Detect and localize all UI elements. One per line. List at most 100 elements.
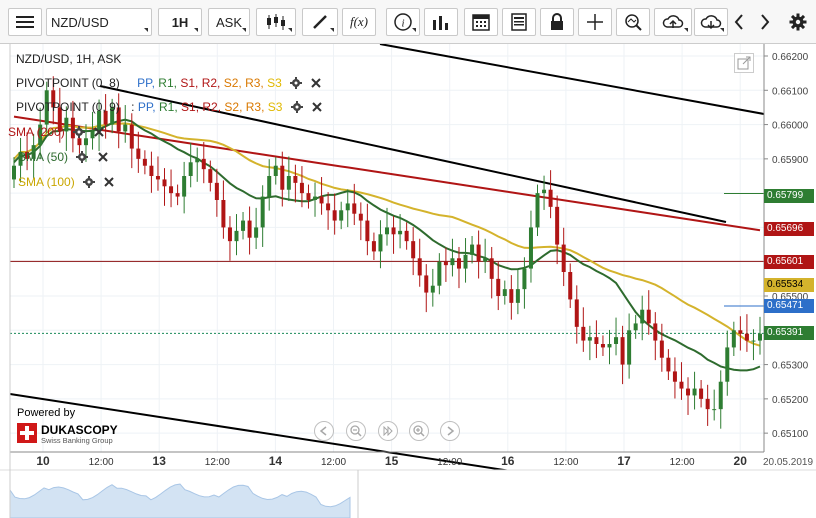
scroll-back-button[interactable] xyxy=(728,8,750,36)
sheet-button[interactable] xyxy=(502,8,536,36)
legend-pivot-1[interactable]: PIVOTPOINT (0, 8) PP, R1, S1, R2, S2, R3… xyxy=(16,75,322,91)
candle-body xyxy=(633,323,638,331)
price-tag-value: 0.65471 xyxy=(767,300,804,311)
candle-body xyxy=(260,196,265,228)
download-button[interactable] xyxy=(694,8,728,36)
pivot1-r2: R2, xyxy=(201,76,221,90)
gear-icon[interactable] xyxy=(83,176,96,188)
date-label: 20.05.2019 xyxy=(763,457,813,468)
chevron-down-icon xyxy=(330,28,334,32)
candle-body xyxy=(411,241,416,259)
legend-sma-200[interactable]: SMA (200) xyxy=(8,124,105,140)
candle-body xyxy=(188,162,193,176)
candle-body xyxy=(417,258,422,276)
x-tick-label: 12:00 xyxy=(553,457,578,468)
x-tick-label: 13 xyxy=(153,454,167,468)
overview-navigator[interactable] xyxy=(0,44,816,518)
trend-lines[interactable] xyxy=(9,44,765,475)
candle-body xyxy=(175,193,180,197)
price-tag: 0.65471 xyxy=(764,299,814,313)
crosshair-button[interactable] xyxy=(578,8,612,36)
expand-button[interactable] xyxy=(734,53,754,73)
menu-button[interactable] xyxy=(8,8,42,36)
x-tick-label: 12:00 xyxy=(321,457,346,468)
y-axis: 0.662000.661000.660000.659000.658000.657… xyxy=(763,44,809,452)
timeframe-select[interactable]: 1H xyxy=(158,8,202,36)
zoom-icon xyxy=(625,14,642,31)
candle-body xyxy=(699,388,704,399)
volume-button[interactable] xyxy=(424,8,458,36)
y-tick-label: 0.66200 xyxy=(772,52,809,63)
pivot1-pp: PP, xyxy=(137,76,155,90)
close-icon[interactable] xyxy=(97,151,109,163)
candle-body xyxy=(129,124,134,149)
gear-icon[interactable] xyxy=(290,77,303,89)
price-tag-value: 0.65391 xyxy=(767,327,804,338)
chart-type-button[interactable] xyxy=(256,8,296,36)
gear-icon[interactable] xyxy=(290,101,303,113)
candle-body xyxy=(201,158,206,170)
scroll-forward-button[interactable] xyxy=(754,8,776,36)
candle-body xyxy=(365,220,370,242)
side-select[interactable]: ASK xyxy=(208,8,250,36)
gear-icon[interactable] xyxy=(73,126,86,138)
candle-body xyxy=(391,227,396,235)
candle-body xyxy=(136,148,141,159)
zoom-out-button[interactable] xyxy=(346,421,366,441)
x-tick-label: 17 xyxy=(617,454,631,468)
info-button[interactable]: i xyxy=(386,8,420,36)
price-chart[interactable]: 0.662000.661000.660000.659000.658000.657… xyxy=(0,44,816,518)
legend-title: NZD/USD, 1H, ASK xyxy=(16,52,122,66)
candle-body xyxy=(44,90,49,125)
symbol-select[interactable]: NZD/USD xyxy=(46,8,152,36)
scroll-left-button[interactable] xyxy=(314,421,334,441)
candle-body xyxy=(378,234,383,252)
pause-button[interactable] xyxy=(378,421,398,441)
candle-body xyxy=(155,176,160,180)
close-icon[interactable] xyxy=(93,126,105,138)
candle-body xyxy=(339,210,344,221)
chevron-down-icon xyxy=(684,28,688,32)
lock-button[interactable] xyxy=(540,8,574,36)
gear-icon xyxy=(789,13,807,31)
settings-button[interactable] xyxy=(786,8,810,36)
draw-button[interactable] xyxy=(302,8,338,36)
pivot2-r3: R3, xyxy=(245,100,265,114)
x-tick-label: 16 xyxy=(501,454,515,468)
candle-body xyxy=(587,337,592,341)
expand-icon xyxy=(737,56,751,70)
candle-body xyxy=(744,333,749,341)
x-tick-label: 12:00 xyxy=(89,457,114,468)
candle-body xyxy=(31,145,36,159)
candle-body xyxy=(103,110,108,125)
fx-icon: f(x) xyxy=(349,14,369,29)
close-icon[interactable] xyxy=(103,176,115,188)
pivot2-s3: S3 xyxy=(267,100,283,114)
candle-body xyxy=(227,227,232,242)
candle-body xyxy=(404,230,409,242)
indicators-button[interactable]: f(x) xyxy=(342,8,376,36)
gear-icon[interactable] xyxy=(76,151,89,163)
download-icon xyxy=(700,15,722,30)
candle-body xyxy=(640,309,645,324)
scroll-right-button[interactable] xyxy=(440,421,460,441)
legend-sma-100[interactable]: SMA (100) xyxy=(18,174,115,190)
candle-body xyxy=(70,117,75,139)
candle-body xyxy=(195,158,200,163)
close-icon[interactable] xyxy=(310,77,322,89)
zoom-in-button[interactable] xyxy=(409,421,429,441)
candles-icon xyxy=(267,14,285,30)
calendar-button[interactable] xyxy=(464,8,498,36)
candle-body xyxy=(574,299,579,327)
trend-line xyxy=(9,393,531,475)
menu-icon xyxy=(16,16,34,28)
zoom-button[interactable] xyxy=(616,8,650,36)
legend-sma-50[interactable]: SMA (50) xyxy=(18,149,109,165)
upload-button[interactable] xyxy=(654,8,692,36)
pivot1-r1: R1, xyxy=(158,76,177,90)
close-icon[interactable] xyxy=(311,101,323,113)
candle-body xyxy=(247,220,252,238)
legend-pivot-2[interactable]: PIVOTPOINT (0, 9) : PP, R1, S1, R2, S2, … xyxy=(16,99,323,115)
x-tick-label: 12:00 xyxy=(437,457,462,468)
upload-icon xyxy=(662,15,684,28)
